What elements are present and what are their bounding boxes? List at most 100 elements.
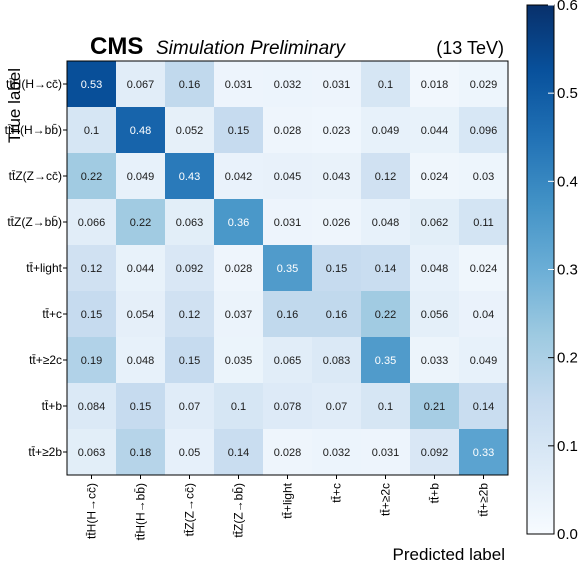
- heatmap-cell: [263, 153, 313, 200]
- colorbar-tick-label: 0.3: [557, 262, 578, 279]
- cell-value-label: 0.024: [421, 171, 449, 183]
- colorbar-tick-label: 0.2: [557, 350, 578, 367]
- x-tick-labels: tt̄H(H→cc̄) tt̄H(H→bb̄) tt̄Z(Z→cc̄) tt̄Z(Z→…: [85, 475, 491, 540]
- cell-value-label: 0.042: [225, 171, 253, 183]
- heatmap-cell: [214, 291, 264, 338]
- cell-value-label: 0.032: [323, 447, 351, 459]
- cell-value-label: 0.35: [375, 355, 396, 367]
- cell-value-label: 0.026: [323, 217, 351, 229]
- cell-value-label: 0.19: [81, 355, 102, 367]
- cell-value-label: 0.07: [179, 401, 200, 413]
- colorbar-tick-label: 0.6: [557, 0, 578, 14]
- heatmap-cell: [410, 291, 460, 338]
- cell-value-label: 0.05: [179, 447, 200, 459]
- cell-value-label: 0.07: [326, 401, 347, 413]
- heatmap-cell: [214, 337, 264, 384]
- heatmap-cell: [116, 291, 166, 338]
- cell-value-label: 0.048: [372, 217, 400, 229]
- cell-value-label: 0.16: [326, 309, 347, 321]
- cell-value-label: 0.044: [127, 263, 155, 275]
- y-axis-title: True label: [5, 68, 24, 143]
- y-tick-label: tt̄+c: [42, 307, 62, 321]
- heatmap-cell: [116, 107, 166, 154]
- cell-value-label: 0.054: [127, 309, 155, 321]
- cell-value-label: 0.096: [470, 125, 498, 137]
- heatmap-cell: [459, 291, 509, 338]
- cell-value-label: 0.018: [421, 79, 449, 91]
- colorbar-ticks: 0.0 0.1 0.2 0.3 0.4 0.5 0.6: [548, 0, 578, 543]
- cell-value-label: 0.22: [375, 309, 396, 321]
- cell-value-label: 0.14: [375, 263, 396, 275]
- cell-value-label: 0.056: [421, 309, 449, 321]
- cell-value-label: 0.048: [421, 263, 449, 275]
- heatmap-cell: [116, 153, 166, 200]
- cell-value-label: 0.04: [473, 309, 494, 321]
- heatmap-cell: [263, 107, 313, 154]
- cell-value-label: 0.028: [274, 447, 302, 459]
- cell-value-label: 0.33: [473, 447, 494, 459]
- cell-value-label: 0.028: [274, 125, 302, 137]
- cell-value-label: 0.1: [84, 125, 99, 137]
- x-tick-label: tt̄+light: [281, 482, 295, 518]
- cell-value-label: 0.53: [81, 79, 102, 91]
- x-tick-label: tt̄H(H→bb̄): [134, 483, 148, 540]
- y-tick-label: tt̄+≥2c: [29, 353, 62, 367]
- x-axis-title: Predicted label: [393, 545, 505, 564]
- cms-label: CMS: [90, 33, 143, 60]
- cell-value-label: 0.36: [228, 217, 249, 229]
- heatmap-cell: [116, 337, 166, 384]
- cell-value-label: 0.092: [421, 447, 449, 459]
- cell-value-label: 0.031: [372, 447, 400, 459]
- cell-value-label: 0.031: [225, 79, 253, 91]
- y-tick-label: tt̄H(H→bb̄): [5, 123, 62, 137]
- y-tick-label: tt̄+≥2b: [28, 445, 62, 459]
- cell-value-label: 0.18: [130, 447, 151, 459]
- heatmap-cell: [214, 61, 264, 108]
- x-tick-label: tt̄+b: [428, 483, 442, 504]
- heatmap-cell: [361, 383, 411, 430]
- cell-value-label: 0.037: [225, 309, 253, 321]
- x-tick-label: tt̄+c: [330, 483, 344, 503]
- cell-value-label: 0.043: [323, 171, 351, 183]
- heatmap-cell: [361, 153, 411, 200]
- heatmap-cell: [263, 61, 313, 108]
- cell-value-label: 0.22: [130, 217, 151, 229]
- x-tick-label: tt̄Z(Z→bb̄): [232, 483, 246, 538]
- heatmap-cell: [165, 291, 215, 338]
- heatmap-cell: [361, 199, 411, 246]
- cell-value-label: 0.22: [81, 171, 102, 183]
- cell-value-label: 0.16: [179, 79, 200, 91]
- heatmap-cell: [312, 245, 362, 292]
- heatmap-cell: [165, 245, 215, 292]
- heatmap-cell: [459, 153, 509, 200]
- cell-value-label: 0.084: [78, 401, 106, 413]
- cell-value-label: 0.049: [470, 355, 498, 367]
- heatmap-cell: [459, 383, 509, 430]
- cell-value-label: 0.028: [225, 263, 253, 275]
- simulation-preliminary-label: Simulation Preliminary: [156, 38, 347, 59]
- cell-value-label: 0.35: [277, 263, 298, 275]
- x-tick-label: tt̄H(H→cc̄): [85, 483, 99, 539]
- cell-value-label: 0.15: [179, 355, 200, 367]
- colorbar-tick-label: 0.0: [557, 526, 578, 543]
- heatmap-cell: [459, 429, 509, 476]
- cell-value-label: 0.15: [326, 263, 347, 275]
- heatmap-cell: [263, 429, 313, 476]
- cell-value-label: 0.044: [421, 125, 449, 137]
- cell-value-label: 0.48: [130, 125, 151, 137]
- cell-value-label: 0.052: [176, 125, 204, 137]
- heatmap-cell: [67, 199, 117, 246]
- heatmap-cell: [263, 245, 313, 292]
- heatmap-cell: [361, 429, 411, 476]
- cell-value-label: 0.43: [179, 171, 200, 183]
- cell-value-label: 0.1: [231, 401, 246, 413]
- heatmap-cell: [214, 153, 264, 200]
- heatmap-cell: [459, 245, 509, 292]
- heatmap-cell: [410, 61, 460, 108]
- y-tick-label: tt̄+b: [42, 399, 63, 413]
- cell-value-label: 0.049: [372, 125, 400, 137]
- cell-value-label: 0.1: [378, 401, 393, 413]
- heatmap-cell: [312, 153, 362, 200]
- cell-value-label: 0.029: [470, 79, 498, 91]
- cell-value-label: 0.12: [375, 171, 396, 183]
